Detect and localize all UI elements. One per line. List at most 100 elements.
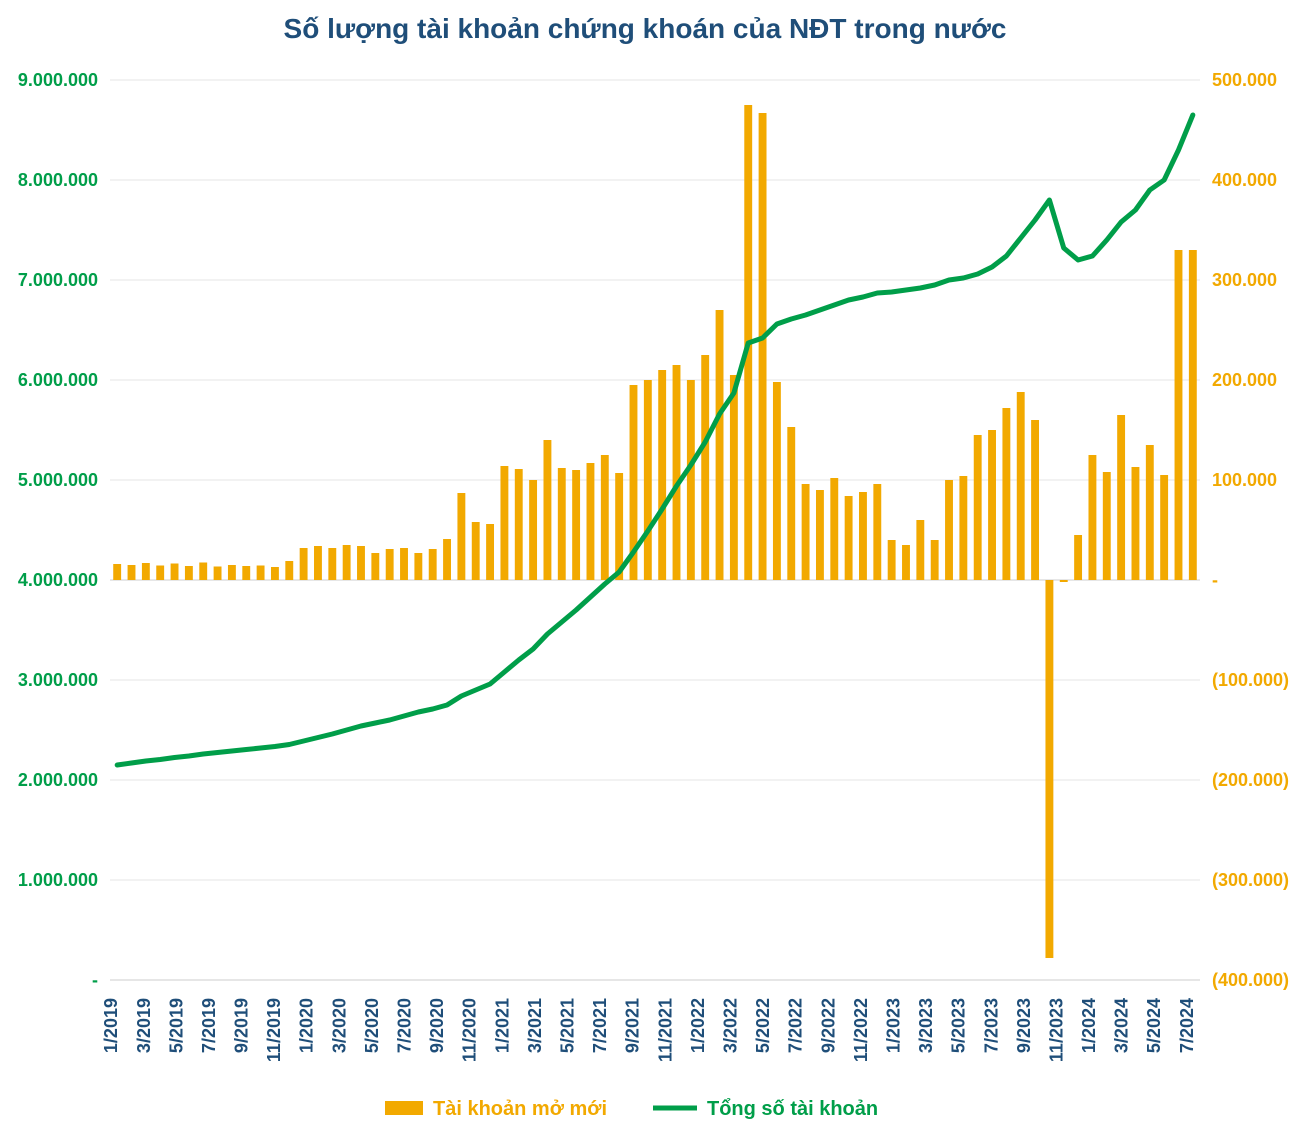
bar xyxy=(845,496,853,580)
bar xyxy=(429,549,437,580)
x-tick-label: 3/2021 xyxy=(525,998,545,1053)
y-right-tick: (400.000) xyxy=(1212,970,1289,990)
bar xyxy=(687,380,695,580)
bar xyxy=(357,546,365,580)
x-tick-label: 1/2021 xyxy=(492,998,512,1053)
chart-title: Số lượng tài khoản chứng khoán của NĐT t… xyxy=(284,13,1007,44)
y-left-tick: 7.000.000 xyxy=(18,270,98,290)
bar xyxy=(1189,250,1197,580)
chart-container: Số lượng tài khoản chứng khoán của NĐT t… xyxy=(0,0,1290,1144)
bar xyxy=(543,440,551,580)
bar xyxy=(214,567,222,581)
legend-label-line: Tổng số tài khoản xyxy=(707,1098,878,1120)
bar xyxy=(959,476,967,580)
bar xyxy=(400,548,408,580)
bar xyxy=(386,549,394,580)
x-tick-label: 11/2019 xyxy=(264,998,284,1062)
bar xyxy=(1132,467,1140,580)
bar xyxy=(916,520,924,580)
x-tick-label: 11/2020 xyxy=(460,998,480,1062)
bar xyxy=(587,463,595,580)
bar xyxy=(873,484,881,580)
bar xyxy=(888,540,896,580)
y-right-tick: 300.000 xyxy=(1212,270,1277,290)
x-tick-label: 9/2020 xyxy=(427,998,447,1053)
bar xyxy=(830,478,838,580)
bar xyxy=(171,564,179,581)
bar xyxy=(1045,580,1053,958)
bar xyxy=(457,493,465,580)
y-right-tick: (100.000) xyxy=(1212,670,1289,690)
bar xyxy=(716,310,724,580)
bar xyxy=(1088,455,1096,580)
y-right-tick: 100.000 xyxy=(1212,470,1277,490)
bar xyxy=(242,566,250,580)
bar xyxy=(257,566,265,581)
bar xyxy=(601,455,609,580)
bar xyxy=(185,566,193,580)
x-tick-label: 3/2023 xyxy=(916,998,936,1053)
x-tick-label: 7/2023 xyxy=(981,998,1001,1053)
bar xyxy=(443,539,451,580)
bar xyxy=(759,113,767,580)
bar xyxy=(558,468,566,580)
x-tick-label: 5/2021 xyxy=(558,998,578,1053)
bar xyxy=(285,561,293,580)
bar xyxy=(328,548,336,580)
bar xyxy=(314,546,322,580)
bar xyxy=(1103,472,1111,580)
bar xyxy=(1031,420,1039,580)
bar xyxy=(1117,415,1125,580)
bar xyxy=(1146,445,1154,580)
legend-label-bar: Tài khoản mở mới xyxy=(433,1098,607,1120)
y-left-tick: 3.000.000 xyxy=(18,670,98,690)
bar xyxy=(113,564,121,580)
y-right-tick: (300.000) xyxy=(1212,870,1289,890)
bar xyxy=(1074,535,1082,580)
bar xyxy=(902,545,910,580)
bar xyxy=(988,430,996,580)
bar xyxy=(529,480,537,580)
y-right-tick: - xyxy=(1212,570,1218,590)
bar xyxy=(945,480,953,580)
bar xyxy=(644,380,652,580)
y-left-tick: - xyxy=(92,970,98,990)
x-tick-label: 7/2020 xyxy=(395,998,415,1053)
x-tick-label: 3/2022 xyxy=(720,998,740,1053)
bar xyxy=(802,484,810,580)
bar xyxy=(730,375,738,580)
bar xyxy=(142,563,150,580)
bar xyxy=(300,548,308,580)
x-tick-label: 11/2023 xyxy=(1046,998,1066,1062)
bar xyxy=(773,382,781,580)
x-tick-label: 7/2021 xyxy=(590,998,610,1053)
bar xyxy=(859,492,867,580)
x-tick-label: 5/2019 xyxy=(166,998,186,1053)
bar xyxy=(787,427,795,580)
x-tick-label: 11/2021 xyxy=(655,998,675,1062)
x-tick-label: 7/2022 xyxy=(786,998,806,1053)
x-tick-label: 5/2020 xyxy=(362,998,382,1053)
bar xyxy=(673,365,681,580)
x-tick-label: 3/2024 xyxy=(1112,998,1132,1053)
x-tick-label: 11/2022 xyxy=(851,998,871,1062)
bar xyxy=(271,567,279,580)
x-tick-label: 9/2019 xyxy=(232,998,252,1053)
bar xyxy=(128,565,136,580)
y-left-tick: 1.000.000 xyxy=(18,870,98,890)
bar xyxy=(816,490,824,580)
bar xyxy=(343,545,351,580)
bar xyxy=(931,540,939,580)
y-left-tick: 8.000.000 xyxy=(18,170,98,190)
bar xyxy=(414,553,422,580)
bar xyxy=(515,469,523,580)
y-left-tick: 6.000.000 xyxy=(18,370,98,390)
x-tick-label: 1/2022 xyxy=(688,998,708,1053)
bar xyxy=(658,370,666,580)
bar xyxy=(486,524,494,580)
x-tick-label: 1/2019 xyxy=(101,998,121,1053)
x-tick-label: 5/2023 xyxy=(949,998,969,1053)
bar xyxy=(572,470,580,580)
x-tick-label: 5/2022 xyxy=(753,998,773,1053)
bar xyxy=(974,435,982,580)
